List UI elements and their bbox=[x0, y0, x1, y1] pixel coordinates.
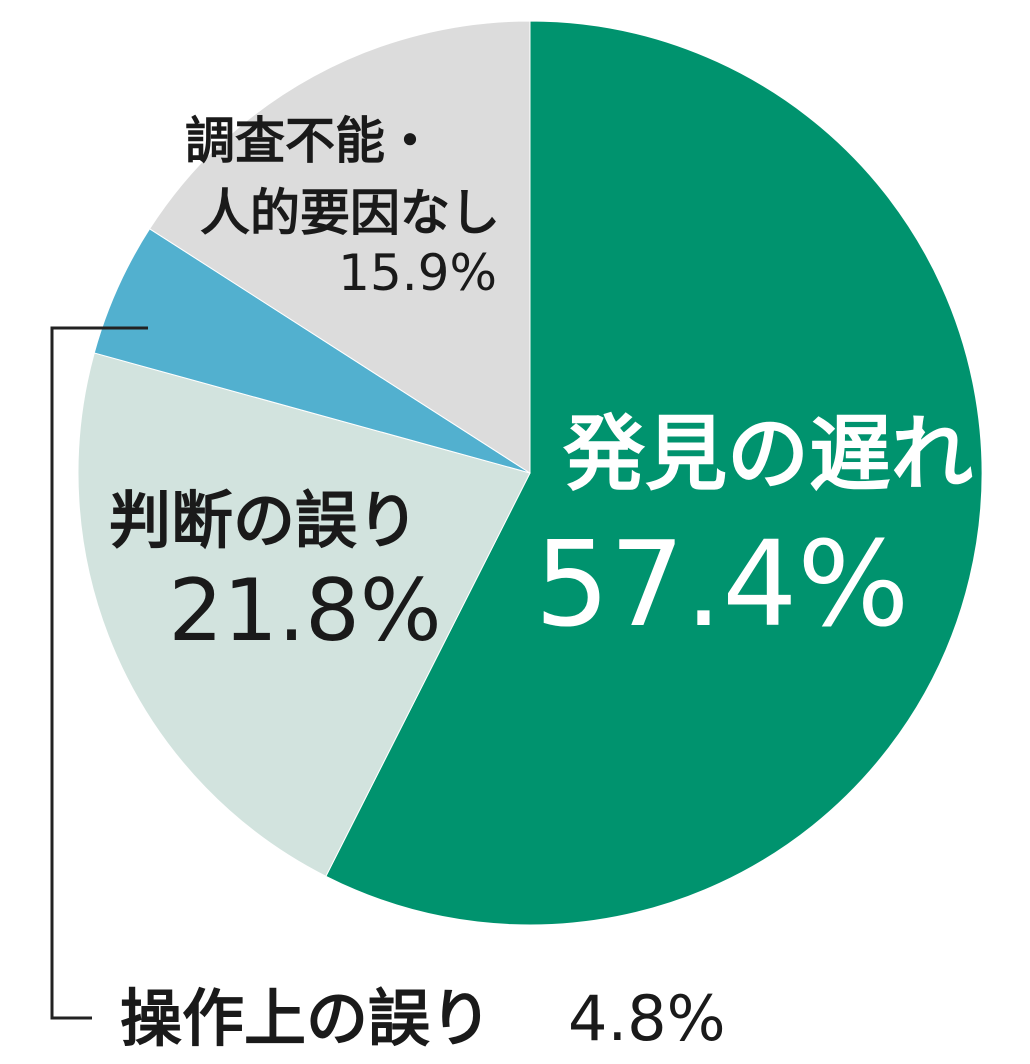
slice-label-chousa-line2: 人的要因なし bbox=[200, 184, 500, 242]
leader-line bbox=[50, 326, 148, 1020]
slice-value-hakken: 57.4% bbox=[535, 515, 910, 653]
slice-label-hakken: 発見の遅れ bbox=[563, 407, 973, 502]
slice-value-sousa: 4.8% bbox=[568, 982, 726, 1055]
slice-label-sousa: 操作上の誤り bbox=[120, 982, 492, 1055]
pie-slice-handan bbox=[77, 352, 531, 877]
pie-slice-chousa bbox=[148, 20, 531, 474]
slice-value-chousa: 15.9% bbox=[338, 244, 497, 302]
slice-label-handan: 判断の誤り bbox=[109, 484, 419, 557]
pie-slice-hakken bbox=[325, 20, 983, 926]
slice-value-handan: 21.8% bbox=[168, 561, 441, 661]
pie-slices bbox=[77, 20, 983, 926]
slice-label-chousa-line1: 調査不能・ bbox=[185, 112, 435, 170]
